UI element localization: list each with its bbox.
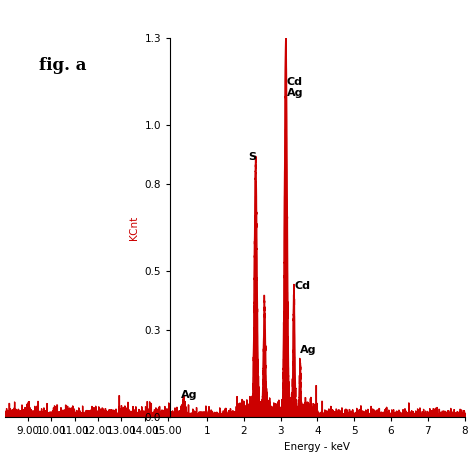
Text: Ag: Ag — [181, 390, 197, 400]
Text: Cd
Ag: Cd Ag — [287, 77, 303, 98]
Text: S: S — [248, 153, 256, 163]
Text: Ag: Ag — [300, 345, 316, 355]
Text: fig. a: fig. a — [39, 57, 86, 74]
X-axis label: Energy - keV: Energy - keV — [284, 442, 350, 452]
Y-axis label: KCnt: KCnt — [129, 215, 139, 240]
Text: Cd: Cd — [294, 281, 310, 291]
